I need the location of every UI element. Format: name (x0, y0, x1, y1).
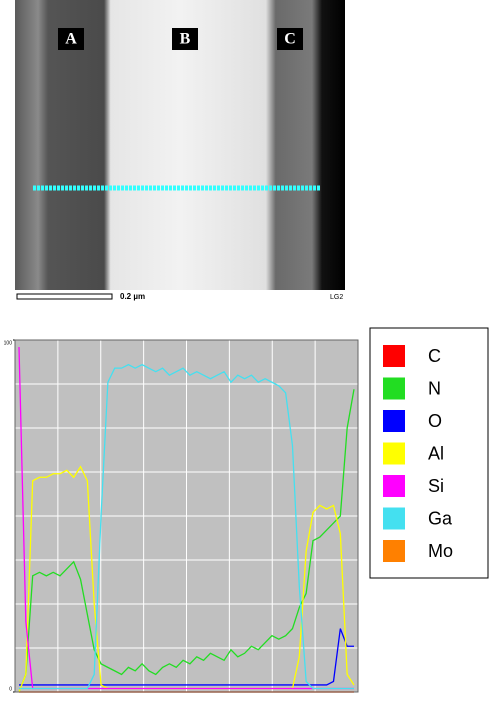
legend-label: N (428, 378, 441, 398)
legend-swatch (383, 540, 405, 562)
legend-label: Ga (428, 508, 453, 528)
legend-swatch (383, 345, 405, 367)
legend-swatch (383, 410, 405, 432)
legend-label: Al (428, 443, 444, 463)
region-label: C (284, 31, 296, 48)
region-label: A (65, 31, 77, 48)
image-code: LG2 (330, 294, 343, 301)
y-tick-label: 100 (4, 340, 13, 346)
y-tick-label: 0 (9, 686, 12, 692)
legend-label: Mo (428, 541, 453, 561)
scale-label: 0.2 µm (120, 292, 145, 301)
legend-swatch (383, 443, 405, 465)
legend-swatch (383, 508, 405, 530)
legend-label: C (428, 346, 441, 366)
legend-label: Si (428, 476, 444, 496)
page: {"figure": {"labels": ["A", "B", "C"], "… (0, 0, 489, 702)
scale-bar (17, 294, 112, 299)
figure: A B C 0.2 µm LG2 0100 CNOAlSiGaMo (0, 0, 489, 702)
region-label: B (180, 31, 191, 48)
legend-swatch (383, 378, 405, 400)
legend-label: O (428, 411, 442, 431)
legend-swatch (383, 475, 405, 497)
